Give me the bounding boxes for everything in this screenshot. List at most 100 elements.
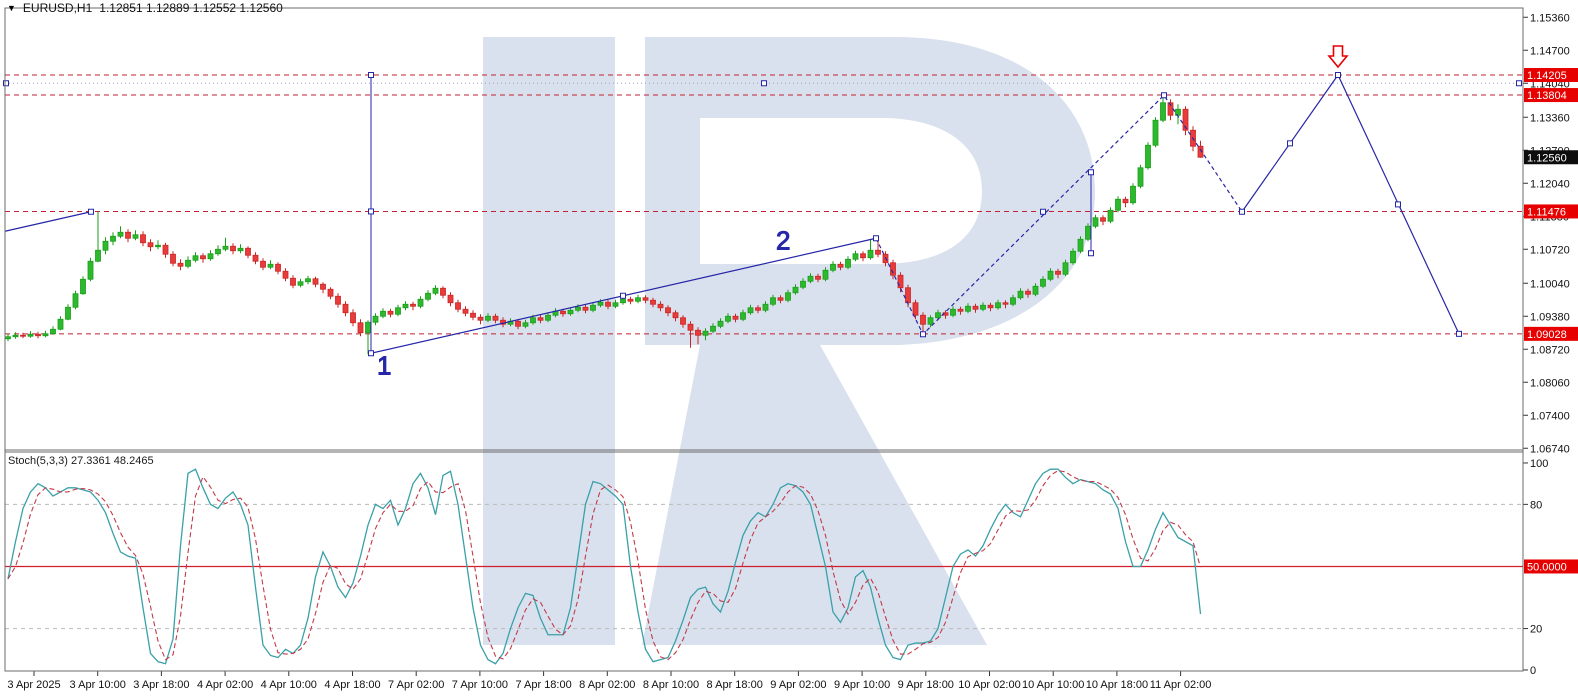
- time-tick-label: 7 Apr 02:00: [388, 679, 444, 691]
- price-tick-label: 1.06740: [1530, 443, 1570, 455]
- price-axis[interactable]: 1.153601.147001.140401.133601.127001.120…: [1523, 12, 1578, 455]
- object-handle[interactable]: [1395, 201, 1401, 208]
- price-tick-label: 1.12040: [1530, 178, 1570, 190]
- time-tick-label: 9 Apr 10:00: [834, 679, 890, 691]
- candle-body: [290, 277, 296, 286]
- projection-solid[interactable]: [1241, 73, 1460, 335]
- panel-frame: [4, 7, 1524, 672]
- stoch-tick-label: 100: [1530, 458, 1548, 470]
- candle-body: [515, 320, 521, 327]
- object-handle[interactable]: [1040, 208, 1046, 215]
- candle-body: [170, 253, 176, 264]
- object-handle[interactable]: [873, 235, 879, 242]
- candle-body: [57, 318, 64, 330]
- stoch-tick-label: 80: [1530, 499, 1542, 511]
- candle-body: [1032, 285, 1039, 295]
- candle-body: [800, 280, 806, 288]
- level-price-label-box: [1524, 88, 1578, 103]
- watermark-leg: [642, 345, 987, 645]
- candle-body: [447, 294, 454, 304]
- candle-body: [432, 287, 439, 294]
- analysis-objects: 12: [3, 72, 1522, 381]
- wave-label: 1: [377, 350, 391, 380]
- candle-body: [770, 297, 776, 305]
- candle-body: [200, 255, 206, 260]
- candle-body: [920, 314, 926, 325]
- sell-arrow-icon: [1327, 45, 1349, 69]
- candle-body: [785, 292, 791, 301]
- level-price-label: 1.13804: [1527, 90, 1567, 102]
- object-handle[interactable]: [1088, 250, 1094, 257]
- watermark-logo: [483, 37, 1095, 645]
- candle-body: [410, 303, 416, 307]
- candle-body: [402, 303, 409, 309]
- stoch-mid-label-box: [1524, 559, 1578, 574]
- candle-body: [702, 330, 709, 336]
- candle-body: [1077, 238, 1084, 252]
- candle-body: [867, 249, 874, 259]
- candle-body: [950, 308, 956, 316]
- object-handle[interactable]: [1456, 330, 1462, 337]
- hline-handle[interactable]: [761, 80, 767, 87]
- candle-body: [815, 275, 821, 280]
- candle-body: [747, 307, 754, 314]
- candle-body: [762, 303, 769, 311]
- object-handle[interactable]: [368, 208, 374, 215]
- candle-body: [710, 325, 716, 332]
- candle-body: [192, 255, 199, 261]
- candle-body: [567, 309, 574, 315]
- object-handle[interactable]: [1239, 208, 1245, 215]
- time-tick-label: 10 Apr 02:00: [958, 679, 1020, 691]
- time-tick-label: 10 Apr 10:00: [1022, 679, 1084, 691]
- time-tick-label: 11 Apr 02:00: [1150, 679, 1212, 691]
- candle-body: [1160, 102, 1166, 121]
- watermark-bowl: [645, 37, 1095, 345]
- candle-body: [102, 240, 109, 251]
- price-tick-label: 1.13360: [1530, 112, 1570, 124]
- level-price-label-box: [1524, 204, 1578, 219]
- candle-body: [485, 315, 491, 321]
- candle-body: [260, 260, 266, 268]
- price-tick-label: 1.08060: [1530, 377, 1570, 389]
- hline-handle[interactable]: [1516, 80, 1522, 87]
- object-handle[interactable]: [1287, 140, 1293, 147]
- watermark-stem: [483, 37, 615, 645]
- candle-body: [387, 310, 394, 315]
- candle-body: [207, 253, 214, 260]
- candle-body: [560, 310, 566, 315]
- hline-handle[interactable]: [3, 80, 9, 87]
- candle-body: [1130, 185, 1136, 204]
- candle-body: [687, 323, 694, 331]
- object-handle[interactable]: [1335, 72, 1341, 78]
- candle-body: [665, 307, 671, 314]
- candle-body: [455, 302, 461, 310]
- candle-body: [897, 274, 904, 289]
- price-tick-label: 1.09380: [1530, 311, 1570, 323]
- candle-body: [462, 308, 469, 314]
- candle-body: [980, 304, 986, 310]
- candle-body: [957, 308, 964, 312]
- object-handle[interactable]: [1088, 169, 1094, 176]
- object-handle[interactable]: [920, 331, 926, 338]
- object-handle[interactable]: [88, 208, 94, 215]
- ohlc-readout: 1.12851 1.12889 1.12552 1.12560: [99, 1, 283, 15]
- object-handle[interactable]: [1161, 92, 1167, 99]
- symbol-dropdown-icon[interactable]: ▼: [7, 3, 16, 13]
- candle-body: [642, 297, 649, 301]
- candle-body: [912, 302, 919, 316]
- object-handle[interactable]: [368, 350, 374, 357]
- candle-body: [537, 317, 544, 321]
- object-handle[interactable]: [368, 72, 374, 78]
- time-axis[interactable]: 3 Apr 2025 3 Apr 10:00 3 Apr 18:00 4 Apr 02…: [7, 671, 1211, 691]
- candle-body: [830, 263, 836, 271]
- symbol-period-label: EURUSD,H1: [22, 1, 93, 15]
- candle-body: [972, 305, 979, 310]
- trendline-left[interactable]: [4, 211, 92, 232]
- candle-body: [582, 306, 589, 311]
- candle-body: [365, 321, 371, 334]
- object-handle[interactable]: [620, 292, 626, 299]
- candle-body: [905, 287, 911, 304]
- candle-body: [5, 336, 11, 340]
